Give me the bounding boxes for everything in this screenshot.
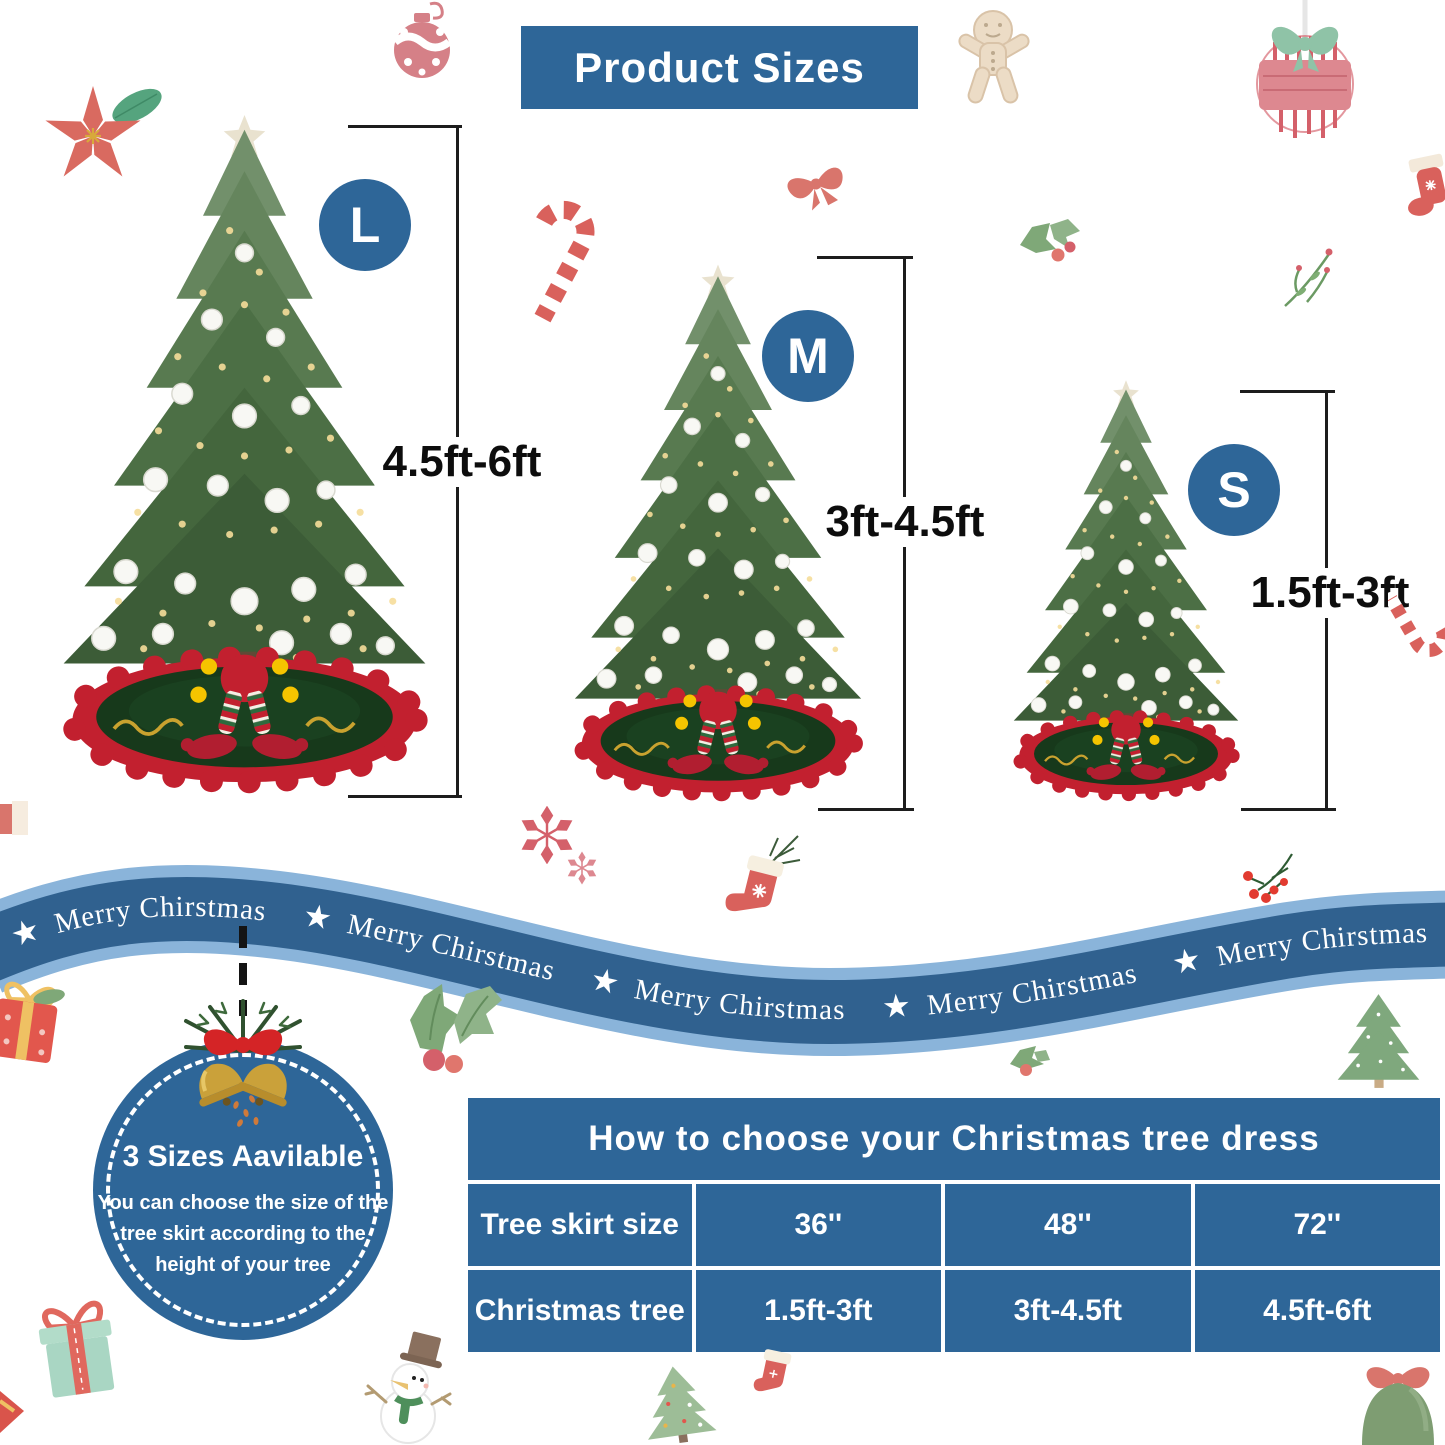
tree-height-value: 4.5ft-6ft [1194, 1270, 1440, 1352]
bracket-s-bottom [1241, 808, 1336, 811]
size-badge-s: S [1188, 444, 1280, 536]
stocking-icon [1408, 153, 1445, 216]
merry-christmas-ribbon: ★ Merry Chirstmas ★ Merry Chirstmas ★ Me… [0, 830, 1445, 1090]
size-table-title: How to choose your Christmas tree dress [468, 1098, 1440, 1180]
red-bow-icon [787, 167, 843, 211]
hang-dashed-line [239, 926, 247, 1016]
red-gift-icon [0, 981, 65, 1063]
bracket-l-bottom [348, 795, 462, 798]
christmas-tree-small [988, 378, 1264, 802]
jingle-bells-icon [184, 999, 302, 1127]
bracket-m-bottom [818, 808, 914, 811]
berry-branch-icon [1243, 853, 1293, 903]
holly-small-icon [1010, 1046, 1050, 1076]
tree-height-value: 1.5ft-3ft [695, 1270, 942, 1352]
pine-tree-icon [1337, 994, 1420, 1088]
holly-large-icon [410, 984, 502, 1073]
row-header-tree-skirt-size: Tree skirt size [468, 1184, 692, 1266]
page-title: Product Sizes [521, 26, 918, 109]
ribbon-star: ★ [301, 897, 335, 937]
stocking-sprig-icon [725, 835, 801, 912]
bauble-ornament-icon [392, 1, 452, 78]
size-badge-m: M [762, 310, 854, 402]
bracket-l-top [348, 125, 462, 128]
svg-text:★: ★ [301, 897, 335, 937]
mint-gift-icon [38, 1300, 115, 1398]
skirt-size-value: 36'' [695, 1184, 942, 1266]
svg-text:★: ★ [1169, 941, 1204, 982]
hanging-ornament-icon [1256, 0, 1354, 138]
bracket-m-top [817, 256, 913, 259]
info-circle-heading: 3 Sizes Aavilable [122, 1140, 364, 1173]
row-header-christmas-tree: Christmas tree [468, 1270, 692, 1352]
size-range-l: 4.5ft-6ft [374, 437, 550, 487]
skirt-size-value: 72'' [1194, 1184, 1440, 1266]
green-bell-icon [1362, 1367, 1434, 1445]
berry-sprig-icon [1284, 248, 1333, 307]
table-row-skirt-size: Tree skirt size 36'' 48'' 72'' [468, 1184, 1440, 1266]
holly-icon [1020, 219, 1080, 262]
size-badge-l: L [319, 179, 411, 271]
pine-tree-bottom-icon [648, 1366, 717, 1444]
bracket-s-top [1240, 390, 1335, 393]
corner-gift-icon [0, 1391, 24, 1433]
poinsettia-icon [45, 86, 162, 177]
gingerbread-man-icon [958, 10, 1030, 104]
candy-cane-icon [533, 200, 595, 328]
size-range-m: 3ft-4.5ft [817, 497, 993, 547]
info-circle-body: You can choose the size of the tree skir… [97, 1192, 389, 1276]
edge-gift-icon [0, 801, 28, 835]
ribbon-star: ★ [1169, 941, 1204, 982]
info-circle: 3 Sizes Aavilable You can choose the siz… [93, 1040, 393, 1340]
snowman-icon [364, 1331, 452, 1444]
tree-height-value: 3ft-4.5ft [945, 1270, 1191, 1352]
skirt-size-value: 48'' [945, 1184, 1191, 1266]
svg-text:★: ★ [881, 987, 912, 1025]
snowflake-icon [519, 806, 575, 864]
size-table: How to choose your Christmas tree dress … [468, 1098, 1440, 1356]
stocking-bottom-icon [753, 1349, 792, 1392]
candy-cane-small-icon [1388, 591, 1445, 657]
ribbon-star: ★ [881, 987, 912, 1025]
table-row-tree-height: Christmas tree 1.5ft-3ft 3ft-4.5ft 4.5ft… [468, 1270, 1440, 1352]
